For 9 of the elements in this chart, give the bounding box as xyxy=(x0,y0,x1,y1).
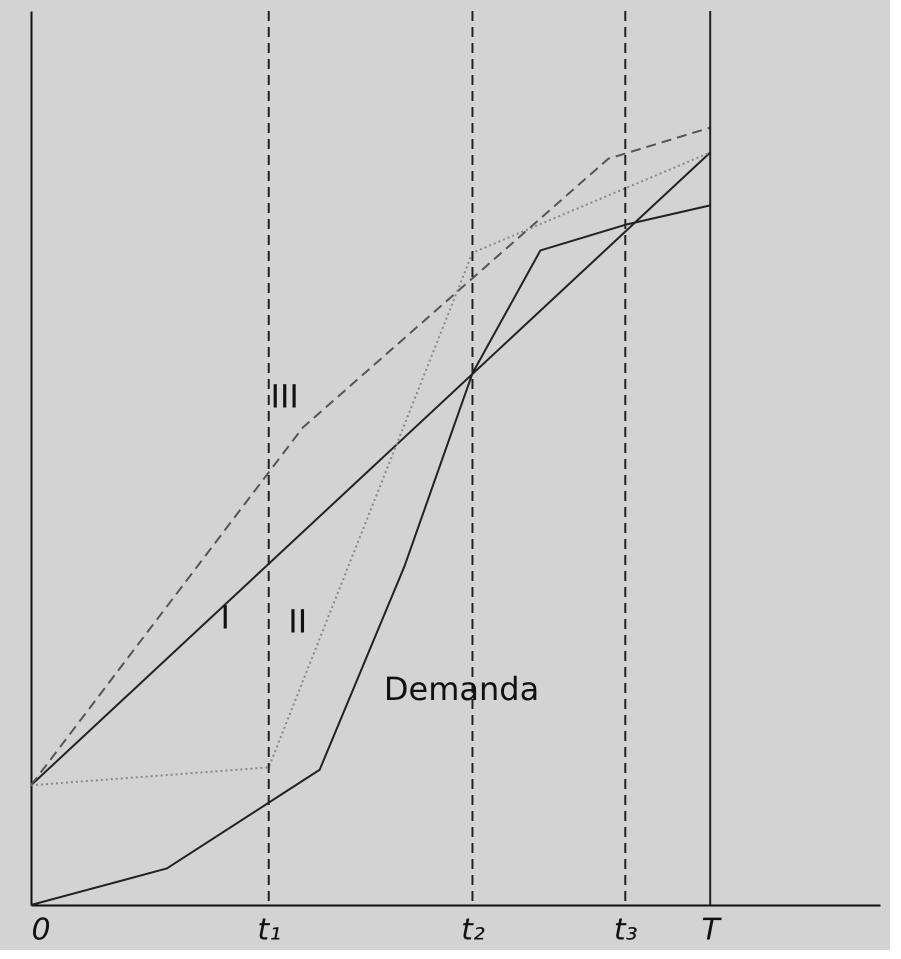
x-tick-label: t₁ xyxy=(257,912,282,948)
x-tick-label: 0 xyxy=(32,912,51,948)
x-tick-label: t₂ xyxy=(461,912,485,948)
x-tick-label: T xyxy=(702,912,723,948)
series-label: Demanda xyxy=(384,670,540,708)
series-label: II xyxy=(288,602,308,640)
series-label: III xyxy=(270,378,299,416)
series-label: I xyxy=(220,598,230,636)
x-tick-label: t₃ xyxy=(614,912,638,948)
